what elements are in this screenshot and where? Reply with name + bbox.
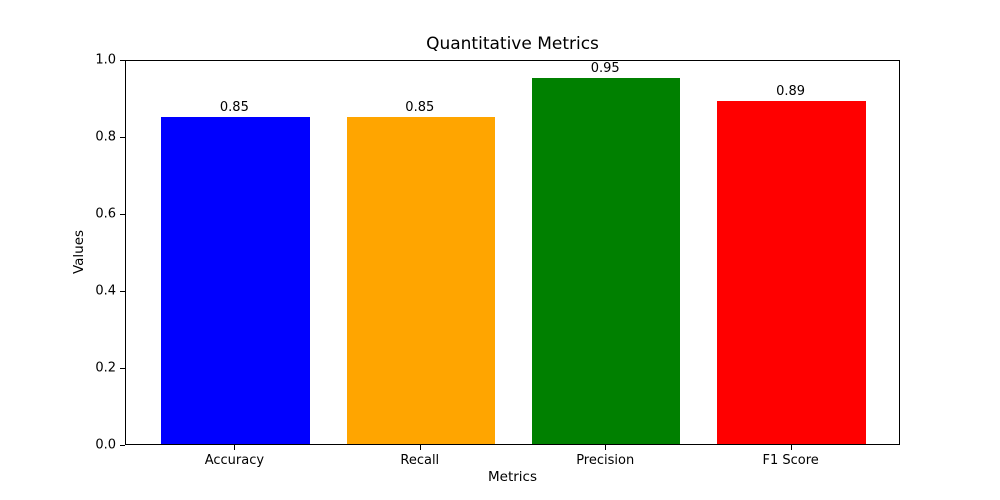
y-tick-label-1.0: 1.0 (95, 52, 116, 68)
y-tick-label-0.8: 0.8 (95, 129, 116, 145)
plot-area (125, 60, 900, 445)
y-tick-mark-0.4 (120, 291, 125, 292)
x-tick-label-f1-score: F1 Score (762, 453, 819, 468)
y-tick-mark-0.2 (120, 368, 125, 369)
bar-accuracy (161, 116, 310, 444)
y-tick-label-0.0: 0.0 (95, 437, 116, 453)
y-tick-mark-0.6 (120, 214, 125, 215)
y-tick-mark-0.0 (120, 445, 125, 446)
y-tick-mark-1.0 (120, 60, 125, 61)
chart-title: Quantitative Metrics (426, 34, 599, 54)
bar-recall (346, 116, 495, 444)
bar-value-label-recall: 0.85 (405, 99, 435, 115)
bar-value-label-f1-score: 0.89 (776, 84, 806, 100)
y-tick-label-0.4: 0.4 (95, 283, 116, 299)
x-tick-label-accuracy: Accuracy (204, 453, 265, 468)
x-tick-label-recall: Recall (400, 453, 440, 468)
bar-value-label-accuracy: 0.85 (219, 99, 249, 115)
x-tick-label-precision: Precision (576, 453, 635, 468)
x-tick-mark-precision (605, 445, 607, 450)
x-tick-mark-recall (419, 445, 421, 450)
y-tick-label-0.2: 0.2 (95, 360, 116, 376)
y-tick-label-0.6: 0.6 (95, 206, 116, 222)
x-tick-mark-accuracy (234, 445, 236, 450)
y-tick-mark-0.8 (120, 137, 125, 138)
x-tick-mark-f1-score (790, 445, 792, 450)
bar-f1-score (717, 101, 866, 444)
bar-precision (532, 78, 681, 444)
x-axis-label: Metrics (487, 469, 537, 485)
y-axis-label: Values (71, 229, 87, 275)
bar-value-label-precision: 0.95 (590, 61, 620, 77)
